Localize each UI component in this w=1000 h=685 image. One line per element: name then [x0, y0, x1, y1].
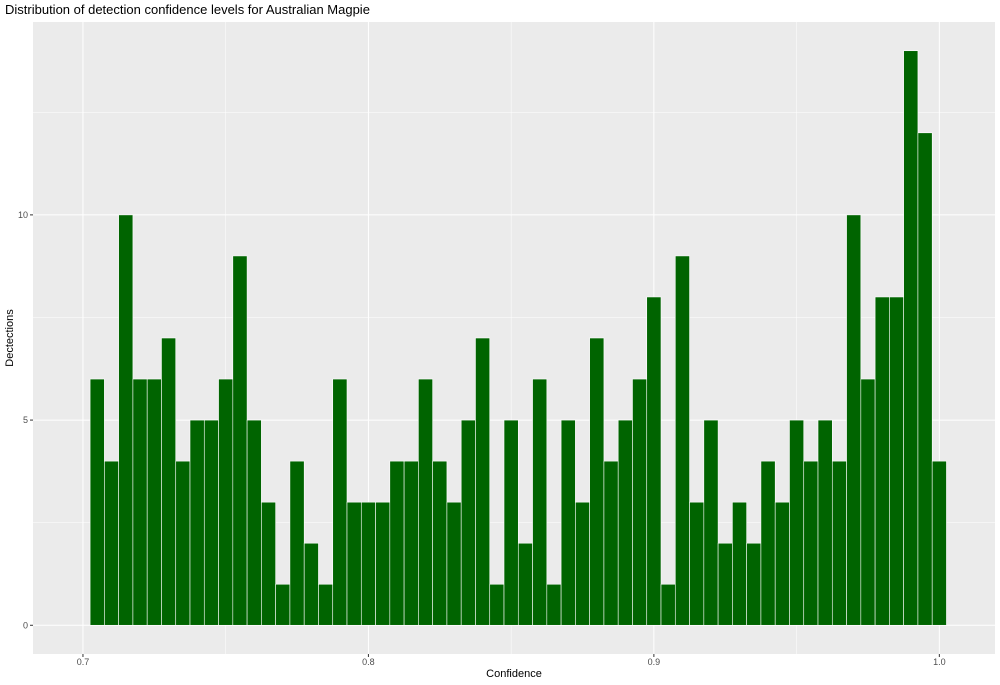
histogram-bar	[803, 460, 819, 626]
histogram-bar	[418, 378, 433, 626]
histogram-bar	[289, 460, 305, 626]
histogram-bar	[118, 214, 134, 626]
histogram-bar	[318, 583, 334, 626]
histogram-bar	[303, 542, 319, 626]
x-axis-label: Confidence	[486, 668, 542, 680]
histogram-bar	[517, 542, 533, 626]
histogram-bar	[246, 419, 262, 626]
histogram-bar	[475, 337, 491, 626]
histogram-bar	[931, 460, 947, 626]
histogram-bar	[432, 460, 448, 626]
x-axis-ticks: 0.7 0.8 0.9 1.0	[77, 654, 946, 667]
x-tick-label: 0.8	[362, 657, 375, 667]
histogram-bar	[232, 255, 248, 626]
histogram-bar	[589, 337, 605, 626]
histogram-bar	[603, 460, 619, 626]
histogram-bar	[275, 583, 291, 626]
histogram-bar	[632, 378, 648, 626]
histogram-bar	[346, 501, 362, 626]
histogram-bar	[446, 501, 462, 626]
histogram-bar	[789, 419, 805, 626]
histogram-bar	[360, 501, 376, 626]
histogram-bar	[503, 419, 519, 626]
x-tick-label: 1.0	[933, 657, 946, 667]
histogram-bar	[617, 419, 633, 626]
histogram-bar	[403, 460, 419, 626]
histogram-bar	[903, 50, 919, 626]
histogram-bar	[889, 296, 904, 626]
histogram-bar	[689, 501, 705, 626]
y-tick-label: 5	[23, 415, 28, 425]
histogram-bar	[646, 296, 662, 626]
histogram-bar	[203, 419, 219, 626]
histogram-bar	[146, 378, 162, 626]
histogram-bar	[817, 419, 833, 626]
histogram-bar	[546, 583, 562, 626]
histogram-bar	[831, 460, 847, 626]
histogram-bar	[261, 501, 276, 626]
histogram-bar	[760, 460, 776, 626]
histogram-bar	[175, 460, 191, 626]
y-axis-ticks: 0 5 10	[18, 210, 33, 630]
histogram-bar	[575, 501, 590, 626]
chart-title: Distribution of detection confidence lev…	[5, 2, 370, 17]
y-axis-label: Dectections	[4, 309, 16, 367]
histogram-bar	[746, 542, 762, 626]
y-tick-label: 0	[23, 620, 28, 630]
histogram-bar	[218, 378, 234, 626]
histogram-bar	[774, 501, 790, 626]
histogram-bar	[846, 214, 862, 626]
histogram-bar	[132, 378, 148, 626]
histogram-bar	[332, 378, 348, 626]
histogram-bar	[860, 378, 876, 626]
histogram-bar	[532, 378, 548, 626]
x-tick-label: 0.9	[648, 657, 661, 667]
histogram-bar	[460, 419, 476, 626]
histogram-bar	[674, 255, 690, 626]
histogram-bar	[560, 419, 576, 626]
histogram-bar	[161, 337, 177, 626]
histogram-bar	[732, 501, 747, 626]
histogram-bar	[189, 419, 205, 626]
histogram-bar	[874, 296, 890, 626]
histogram-bar	[717, 542, 733, 626]
histogram-bar	[375, 501, 391, 626]
histogram-bar	[703, 419, 719, 626]
y-tick-label: 10	[18, 210, 28, 220]
histogram-bar	[89, 378, 105, 626]
histogram-bar	[389, 460, 405, 626]
histogram-bars	[89, 50, 947, 626]
histogram-bar	[917, 132, 933, 626]
histogram-bar	[660, 583, 676, 626]
x-tick-label: 0.7	[77, 657, 90, 667]
histogram-bar	[489, 583, 505, 626]
histogram-bar	[104, 460, 119, 626]
